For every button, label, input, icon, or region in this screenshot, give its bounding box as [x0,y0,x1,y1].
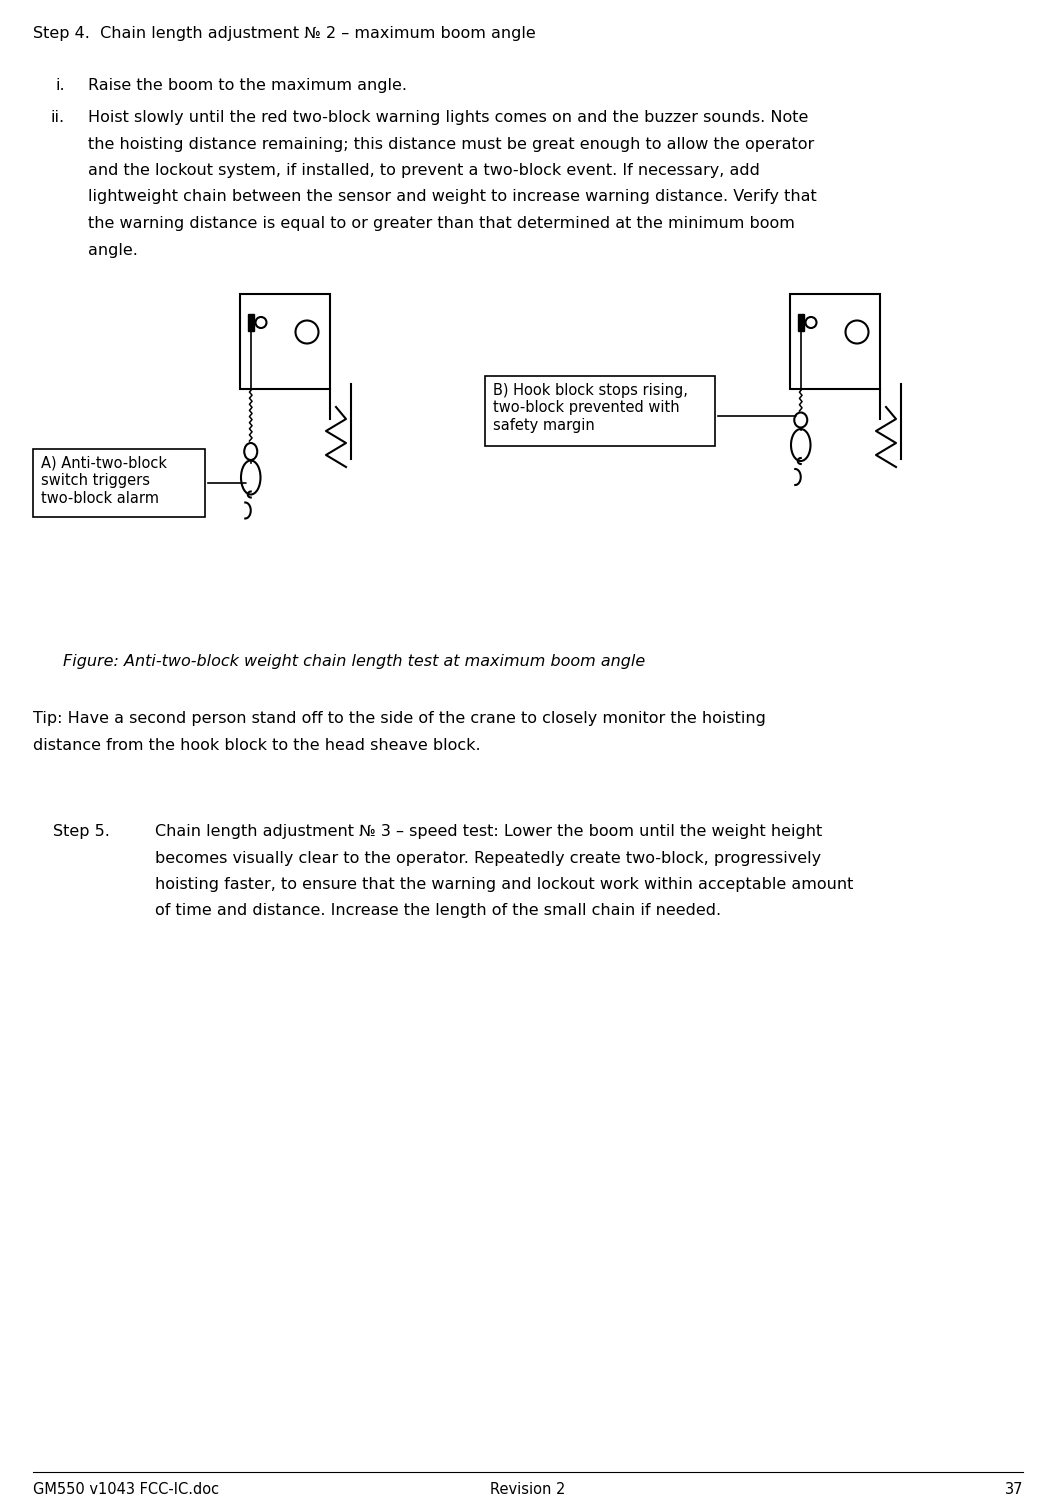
Text: angle.: angle. [88,242,138,257]
Text: A) Anti-two-block
switch triggers
two-block alarm: A) Anti-two-block switch triggers two-bl… [41,456,167,505]
Text: B) Hook block stops rising,
two-block prevented with
safety margin: B) Hook block stops rising, two-block pr… [493,384,687,433]
Text: Step 4.  Chain length adjustment № 2 – maximum boom angle: Step 4. Chain length adjustment № 2 – ma… [33,26,535,41]
Text: Tip: Have a second person stand off to the side of the crane to closely monitor : Tip: Have a second person stand off to t… [33,711,766,726]
Polygon shape [798,314,804,331]
Text: ii.: ii. [51,110,65,125]
Text: the hoisting distance remaining; this distance must be great enough to allow the: the hoisting distance remaining; this di… [88,137,814,152]
Text: hoisting faster, to ensure that the warning and lockout work within acceptable a: hoisting faster, to ensure that the warn… [155,877,853,892]
Polygon shape [248,314,253,331]
Text: of time and distance. Increase the length of the small chain if needed.: of time and distance. Increase the lengt… [155,904,721,919]
Text: Revision 2: Revision 2 [490,1481,566,1496]
Text: GM550 v1043 FCC-IC.doc: GM550 v1043 FCC-IC.doc [33,1481,220,1496]
Text: becomes visually clear to the operator. Repeatedly create two-block, progressive: becomes visually clear to the operator. … [155,850,822,865]
Text: lightweight chain between the sensor and weight to increase warning distance. Ve: lightweight chain between the sensor and… [88,190,816,205]
Text: Figure: Anti-two-block weight chain length test at maximum boom angle: Figure: Anti-two-block weight chain leng… [63,654,645,669]
Text: distance from the hook block to the head sheave block.: distance from the hook block to the head… [33,737,480,752]
Text: Hoist slowly until the red two-block warning lights comes on and the buzzer soun: Hoist slowly until the red two-block war… [88,110,809,125]
Text: Chain length adjustment № 3 – speed test: Lower the boom until the weight height: Chain length adjustment № 3 – speed test… [155,824,823,839]
Text: Raise the boom to the maximum angle.: Raise the boom to the maximum angle. [88,78,407,93]
Text: and the lockout system, if installed, to prevent a two-block event. If necessary: and the lockout system, if installed, to… [88,162,760,177]
Text: the warning distance is equal to or greater than that determined at the minimum : the warning distance is equal to or grea… [88,217,795,232]
Text: 37: 37 [1004,1481,1023,1496]
Text: i.: i. [55,78,64,93]
Text: Step 5.: Step 5. [53,824,110,839]
